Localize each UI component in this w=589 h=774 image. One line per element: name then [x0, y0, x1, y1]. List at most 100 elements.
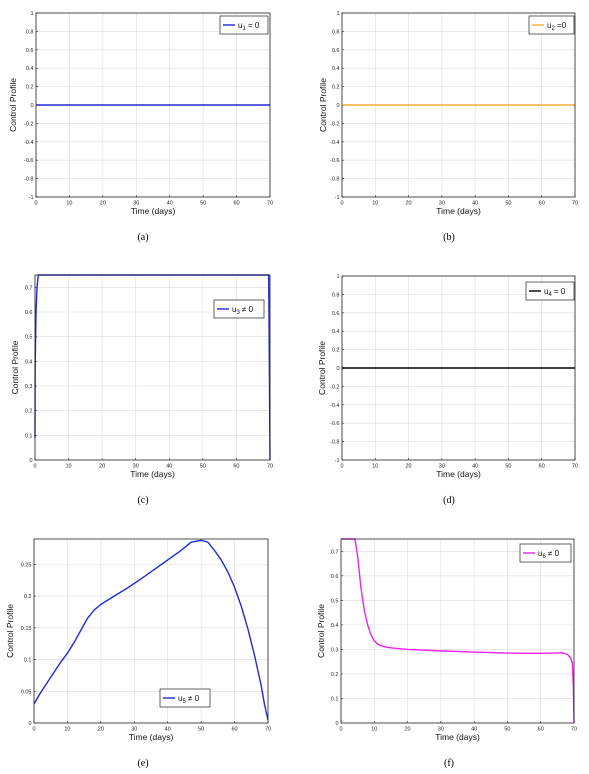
- chart-panel-f: 0 10 20 30 40 50 60 70 0 0.1 0.2 0.3 0.4 0.5 0.6 0.7 Tim…: [316, 538, 577, 769]
- legend-label: u2 =0: [547, 21, 567, 32]
- y-tick-label: -0.6: [330, 421, 339, 427]
- x-tick-label: 50: [198, 727, 204, 733]
- x-axis-label: Time (days): [129, 732, 174, 742]
- x-tick-label: 60: [233, 464, 239, 470]
- x-tick-label: 50: [505, 464, 511, 470]
- x-tick-label: 70: [267, 464, 273, 470]
- y-tick-label: 0.2: [332, 348, 340, 354]
- legend-box: [159, 688, 211, 708]
- x-tick-label: 60: [538, 727, 544, 733]
- panel-caption: (e): [137, 758, 148, 769]
- x-tick-label: 50: [200, 464, 206, 470]
- x-tick-label: 70: [571, 727, 577, 733]
- chart-panel-a: 0 10 20 30 40 50 60 70 -1 -0.8 -0.6 -0.4 -0.2 0 0.2 0.4…: [8, 11, 273, 243]
- y-tick-label: 0: [30, 103, 33, 109]
- chart-panel-e: 0 10 20 30 40 50 60 70 0 0.05 0.1 0.15 0.2 0.25 Time (…: [5, 538, 271, 769]
- y-tick-label: 0.8: [26, 29, 34, 35]
- y-tick-label: -0.2: [24, 121, 33, 127]
- y-axis-label: Control Profile: [317, 341, 327, 395]
- legend-box: [219, 15, 269, 35]
- axes-frame: [341, 12, 576, 198]
- y-tick-label: 0.6: [331, 574, 339, 580]
- legend-label-base: u: [238, 21, 242, 30]
- x-tick-label: 60: [539, 201, 545, 207]
- y-tick-label: -1: [335, 458, 340, 464]
- x-tick-label: 0: [340, 464, 343, 470]
- y-tick-label: 0: [28, 721, 31, 727]
- x-tick-label: 50: [504, 727, 510, 733]
- x-tick-label: 50: [200, 201, 206, 207]
- y-tick-label: -0.4: [330, 403, 339, 409]
- y-tick-label: -0.8: [330, 177, 339, 183]
- y-tick-label: 0.2: [332, 85, 340, 91]
- y-tick-label: 0.25: [21, 562, 32, 568]
- x-tick-label: 10: [64, 727, 70, 733]
- y-axis-label: Control Profile: [10, 340, 20, 394]
- y-tick-label: 0: [335, 721, 338, 727]
- y-tick-label: 0.4: [331, 623, 339, 629]
- y-tick-label: 0.2: [25, 409, 33, 415]
- legend-label: u1 = 0: [238, 21, 260, 32]
- axes-frame: [35, 12, 271, 198]
- plot-area: [341, 539, 574, 723]
- y-axis-label: Control Profile: [316, 604, 326, 658]
- x-tick-label: 20: [98, 727, 104, 733]
- panel-caption: (d): [443, 495, 455, 506]
- x-tick-label: 40: [165, 727, 171, 733]
- y-tick-label: 0.8: [332, 292, 340, 298]
- y-axis-label: Control Profile: [318, 78, 328, 132]
- legend-label-relation: ≠ 0: [546, 549, 560, 558]
- chart-panel-c: 0 10 20 30 40 50 60 70 0 0.1 0.2 0.3 0.4 0.5 0.6 0.7 Tim…: [10, 274, 273, 506]
- y-tick-label: 0: [336, 366, 339, 372]
- legend-box: [528, 15, 575, 35]
- y-tick-label: -1: [335, 195, 340, 201]
- y-tick-label: 0.8: [332, 29, 340, 35]
- x-tick-label: 50: [505, 201, 511, 207]
- y-tick-label: 0.1: [25, 433, 33, 439]
- legend-label-subscript: 2: [551, 26, 555, 32]
- legend-label-subscript: 1: [242, 26, 246, 32]
- legend-label-base: u: [232, 305, 236, 314]
- plot-area: [34, 539, 268, 723]
- y-tick-label: 0.2: [331, 672, 339, 678]
- y-tick-label: 0.2: [24, 594, 32, 600]
- x-axis-label: Time (days): [436, 469, 481, 479]
- x-tick-label: 40: [472, 201, 478, 207]
- x-tick-label: 60: [232, 727, 238, 733]
- legend: u6 ≠ 0: [519, 543, 572, 563]
- x-tick-label: 0: [34, 201, 37, 207]
- y-tick-label: 0.7: [25, 285, 33, 291]
- y-tick-label: 0.15: [21, 626, 32, 632]
- x-tick-label: 20: [406, 464, 412, 470]
- x-tick-label: 30: [133, 201, 139, 207]
- y-tick-label: -0.4: [24, 140, 33, 146]
- y-tick-label: 0.1: [331, 696, 339, 702]
- y-tick-label: 0.4: [332, 66, 340, 72]
- y-tick-label: 0.6: [332, 48, 340, 54]
- legend-label: u4 = 0: [544, 287, 566, 298]
- y-tick-label: -0.8: [330, 440, 339, 446]
- legend: u2 =0: [528, 15, 575, 35]
- x-tick-label: 60: [539, 464, 545, 470]
- x-tick-label: 0: [33, 464, 36, 470]
- x-tick-label: 70: [572, 201, 578, 207]
- x-axis-label: Time (days): [131, 206, 176, 216]
- y-tick-label: 0.6: [332, 311, 340, 317]
- axes-frame: [341, 275, 576, 461]
- axes-frame: [340, 538, 575, 724]
- y-tick-label: 0.4: [332, 329, 340, 335]
- x-tick-label: 10: [371, 727, 377, 733]
- y-tick-label: 1: [336, 11, 339, 17]
- y-tick-label: -0.2: [330, 121, 339, 127]
- legend-label: u5 ≠ 0: [178, 694, 200, 705]
- chart-panel-d: 0 10 20 30 40 50 60 70 -1 -0.8 -0.6 -0.4 -0.2 0 0.2 0.4…: [317, 274, 578, 506]
- panel-caption: (a): [137, 232, 148, 243]
- y-tick-label: 0.2: [26, 85, 34, 91]
- y-tick-label: 0: [336, 103, 339, 109]
- panel-caption: (f): [444, 758, 454, 769]
- legend-label-subscript: 6: [542, 554, 546, 560]
- legend-label-subscript: 4: [548, 292, 552, 298]
- x-axis-label: Time (days): [435, 732, 480, 742]
- x-tick-label: 0: [340, 201, 343, 207]
